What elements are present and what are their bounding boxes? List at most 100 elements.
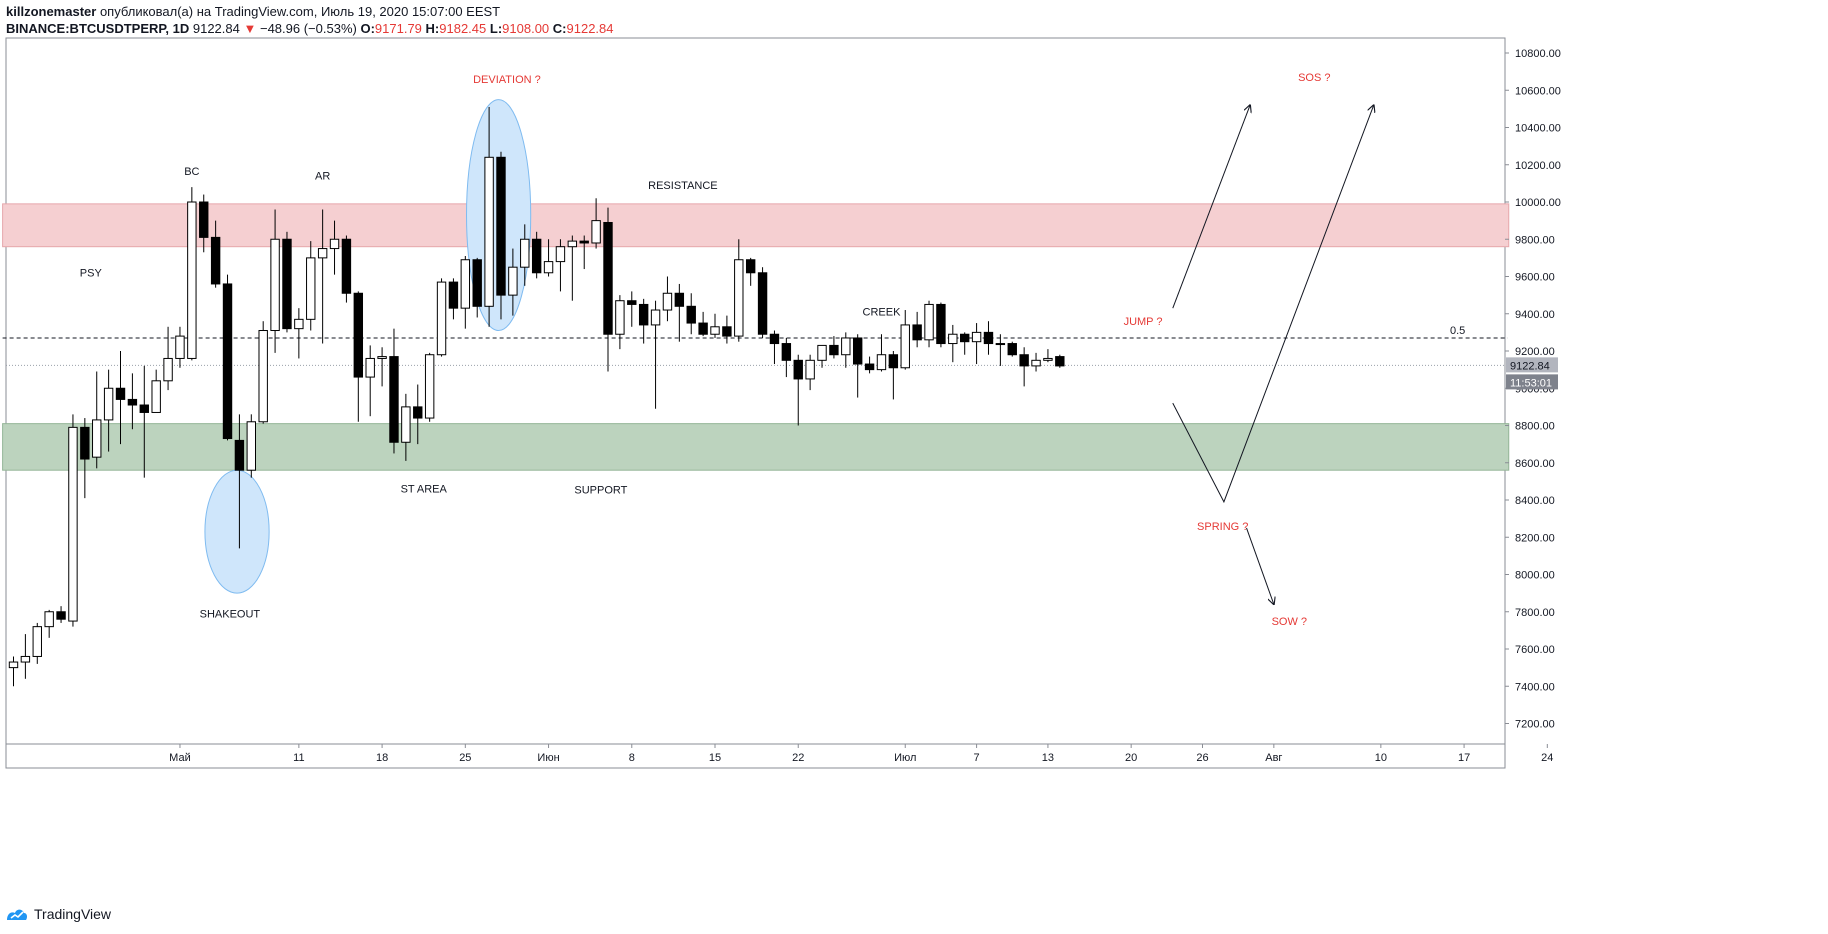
candle-body <box>294 318 304 330</box>
candle <box>674 283 685 342</box>
candle-body <box>543 261 554 274</box>
candle-body <box>567 240 578 248</box>
candle-body <box>627 300 637 305</box>
label-ar: AR <box>315 171 330 183</box>
x-tick-label: 26 <box>1196 752 1208 764</box>
candle-body <box>282 238 292 330</box>
candle <box>163 326 173 391</box>
author-name: killzonemaster <box>6 4 97 19</box>
current-price-badge-label: 9122.84 <box>1510 360 1550 372</box>
candle-body <box>995 343 1006 346</box>
candle <box>306 241 316 331</box>
candle <box>1055 354 1065 368</box>
x-tick-label: 25 <box>459 752 471 764</box>
candle-body <box>424 354 435 419</box>
label-psy: PSY <box>80 268 103 280</box>
candle-body <box>710 326 720 335</box>
candle <box>543 239 554 277</box>
low-value: 9108.00 <box>502 21 550 36</box>
candle <box>436 278 447 357</box>
candle <box>115 351 126 445</box>
candle-body <box>163 357 173 382</box>
candle <box>627 291 637 327</box>
candle-body <box>460 259 471 309</box>
candle <box>460 256 471 329</box>
footer-brand[interactable]: TradingView <box>6 906 111 922</box>
candle-body <box>757 272 768 335</box>
candle <box>8 656 19 687</box>
candle-body <box>864 363 875 371</box>
candle <box>960 332 970 355</box>
tradingview-logo-icon <box>7 909 28 920</box>
x-tick-label: Май <box>169 752 191 764</box>
candle-body <box>365 357 375 378</box>
candle <box>56 606 66 623</box>
candle-body <box>306 257 316 320</box>
x-tick-label: 7 <box>974 752 980 764</box>
candle-body <box>8 661 19 669</box>
candle <box>900 310 910 370</box>
candle-body <box>662 292 673 311</box>
candle <box>520 224 530 286</box>
candle <box>995 334 1006 366</box>
candle-body <box>698 322 708 335</box>
candle-body <box>912 324 922 341</box>
x-tick-label: 20 <box>1125 752 1137 764</box>
candle-body <box>531 238 542 274</box>
candle <box>722 315 732 344</box>
candle <box>781 337 792 378</box>
candle <box>567 235 578 301</box>
x-tick-label: 15 <box>709 752 721 764</box>
candle <box>864 356 875 374</box>
candle <box>329 220 340 275</box>
candle <box>413 384 423 445</box>
high-label: H: <box>425 21 440 36</box>
candle-body <box>520 238 530 268</box>
candle-body <box>686 305 696 324</box>
candle-body <box>841 337 851 356</box>
candle-body <box>508 266 518 296</box>
price-change: −48.96 (−0.53%) <box>259 21 357 36</box>
open-label: O: <box>360 21 375 36</box>
candle <box>401 393 411 461</box>
candle <box>377 347 387 387</box>
candle-timer-badge <box>1506 374 1558 390</box>
label-sow: SOW ? <box>1272 616 1307 628</box>
candle <box>817 344 827 368</box>
candle <box>698 311 708 337</box>
candle-body <box>80 426 90 460</box>
candle <box>127 373 138 430</box>
candle <box>924 300 934 348</box>
candle <box>734 239 744 342</box>
candle-body <box>615 300 625 335</box>
last-price: 9122.84 <box>192 21 240 36</box>
candle-body <box>377 356 387 359</box>
x-tick-label: 13 <box>1042 752 1054 764</box>
candle-body <box>92 419 102 458</box>
candle-body <box>44 611 54 628</box>
candle-body <box>436 281 447 356</box>
candle-body <box>734 259 744 337</box>
candle-body <box>341 238 352 294</box>
candle-body <box>448 281 459 309</box>
resistance-zone <box>2 203 1510 248</box>
candle-body <box>781 343 792 361</box>
candle-body <box>722 326 732 337</box>
candle-body <box>187 201 197 359</box>
candle <box>1043 349 1053 363</box>
candle <box>508 248 518 316</box>
x-tick-label: Июл <box>894 752 916 764</box>
x-tick-label: Июн <box>537 752 559 764</box>
candle <box>175 326 185 368</box>
candle-body <box>472 259 482 307</box>
candle-body <box>603 221 613 335</box>
candle-body <box>555 246 566 263</box>
x-tick-label: 10 <box>1375 752 1387 764</box>
y-tick-label: 8600.00 <box>1515 458 1555 470</box>
y-tick-label: 7200.00 <box>1515 719 1555 731</box>
candle <box>472 257 482 318</box>
candle <box>710 313 720 338</box>
candle <box>317 209 328 344</box>
candle <box>983 321 994 355</box>
